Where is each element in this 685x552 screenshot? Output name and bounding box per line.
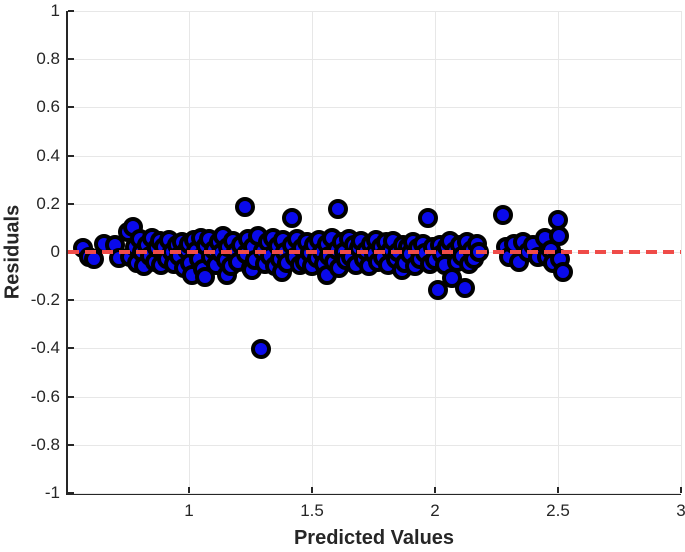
x-tick-mark [311, 487, 314, 493]
y-tick-mark [68, 106, 74, 109]
y-tick-mark [68, 443, 74, 446]
x-tick-label: 3 [676, 501, 685, 520]
x-axis-line [66, 493, 681, 495]
y-tick-label: 0.8 [36, 49, 60, 69]
y-tick-mark [68, 347, 74, 350]
zero-reference-line [68, 250, 681, 254]
y-tick-mark [68, 299, 74, 302]
y-axis-line [66, 11, 68, 495]
y-gridline [68, 300, 681, 302]
y-gridline [68, 59, 681, 61]
data-point [455, 277, 476, 298]
y-gridline [68, 107, 681, 109]
data-point [328, 199, 349, 220]
y-gridline [68, 155, 681, 157]
x-tick-mark [680, 487, 682, 493]
y-gridline [68, 396, 681, 398]
y-tick-label: 0.4 [36, 145, 60, 165]
y-tick-label: 0.6 [36, 97, 60, 117]
y-tick-label: 0 [50, 242, 60, 261]
x-gridline [681, 11, 682, 493]
data-point [552, 262, 573, 282]
y-tick-label: 1 [50, 1, 60, 20]
data-point [492, 204, 513, 225]
y-tick-mark [68, 202, 74, 205]
y-tick-mark [68, 154, 74, 157]
x-tick-label: 1 [184, 501, 194, 520]
plot-area [66, 10, 682, 495]
y-tick-label: -0.4 [30, 338, 60, 358]
y-tick-label: -0.8 [30, 434, 60, 454]
data-point [235, 196, 256, 217]
y-gridline [68, 493, 681, 494]
y-gridline [68, 203, 681, 205]
x-tick-mark [188, 487, 191, 493]
y-gridline [68, 11, 681, 12]
data-point [418, 208, 439, 229]
x-tick-label: 2.5 [546, 501, 570, 520]
y-gridline [68, 444, 681, 446]
data-point [427, 280, 448, 301]
y-gridline [68, 348, 681, 350]
y-tick-label: -0.2 [30, 290, 60, 310]
y-tick-mark [68, 58, 74, 61]
y-tick-mark [68, 395, 74, 398]
x-tick-label: 1.5 [300, 501, 324, 520]
y-tick-mark [68, 492, 74, 494]
data-point [282, 208, 303, 229]
x-axis-label: Predicted Values [293, 527, 455, 549]
x-tick-label: 2 [430, 501, 440, 520]
x-tick-mark [434, 487, 436, 493]
y-tick-label: 0.2 [36, 193, 60, 213]
x-tick-mark [557, 487, 559, 493]
y-tick-mark [68, 10, 74, 12]
data-point [549, 225, 570, 246]
y-tick-label: -0.6 [30, 386, 60, 406]
y-tick-label: -1 [44, 483, 60, 502]
data-point [251, 338, 272, 359]
y-axis-label: Residuals [1, 204, 24, 300]
